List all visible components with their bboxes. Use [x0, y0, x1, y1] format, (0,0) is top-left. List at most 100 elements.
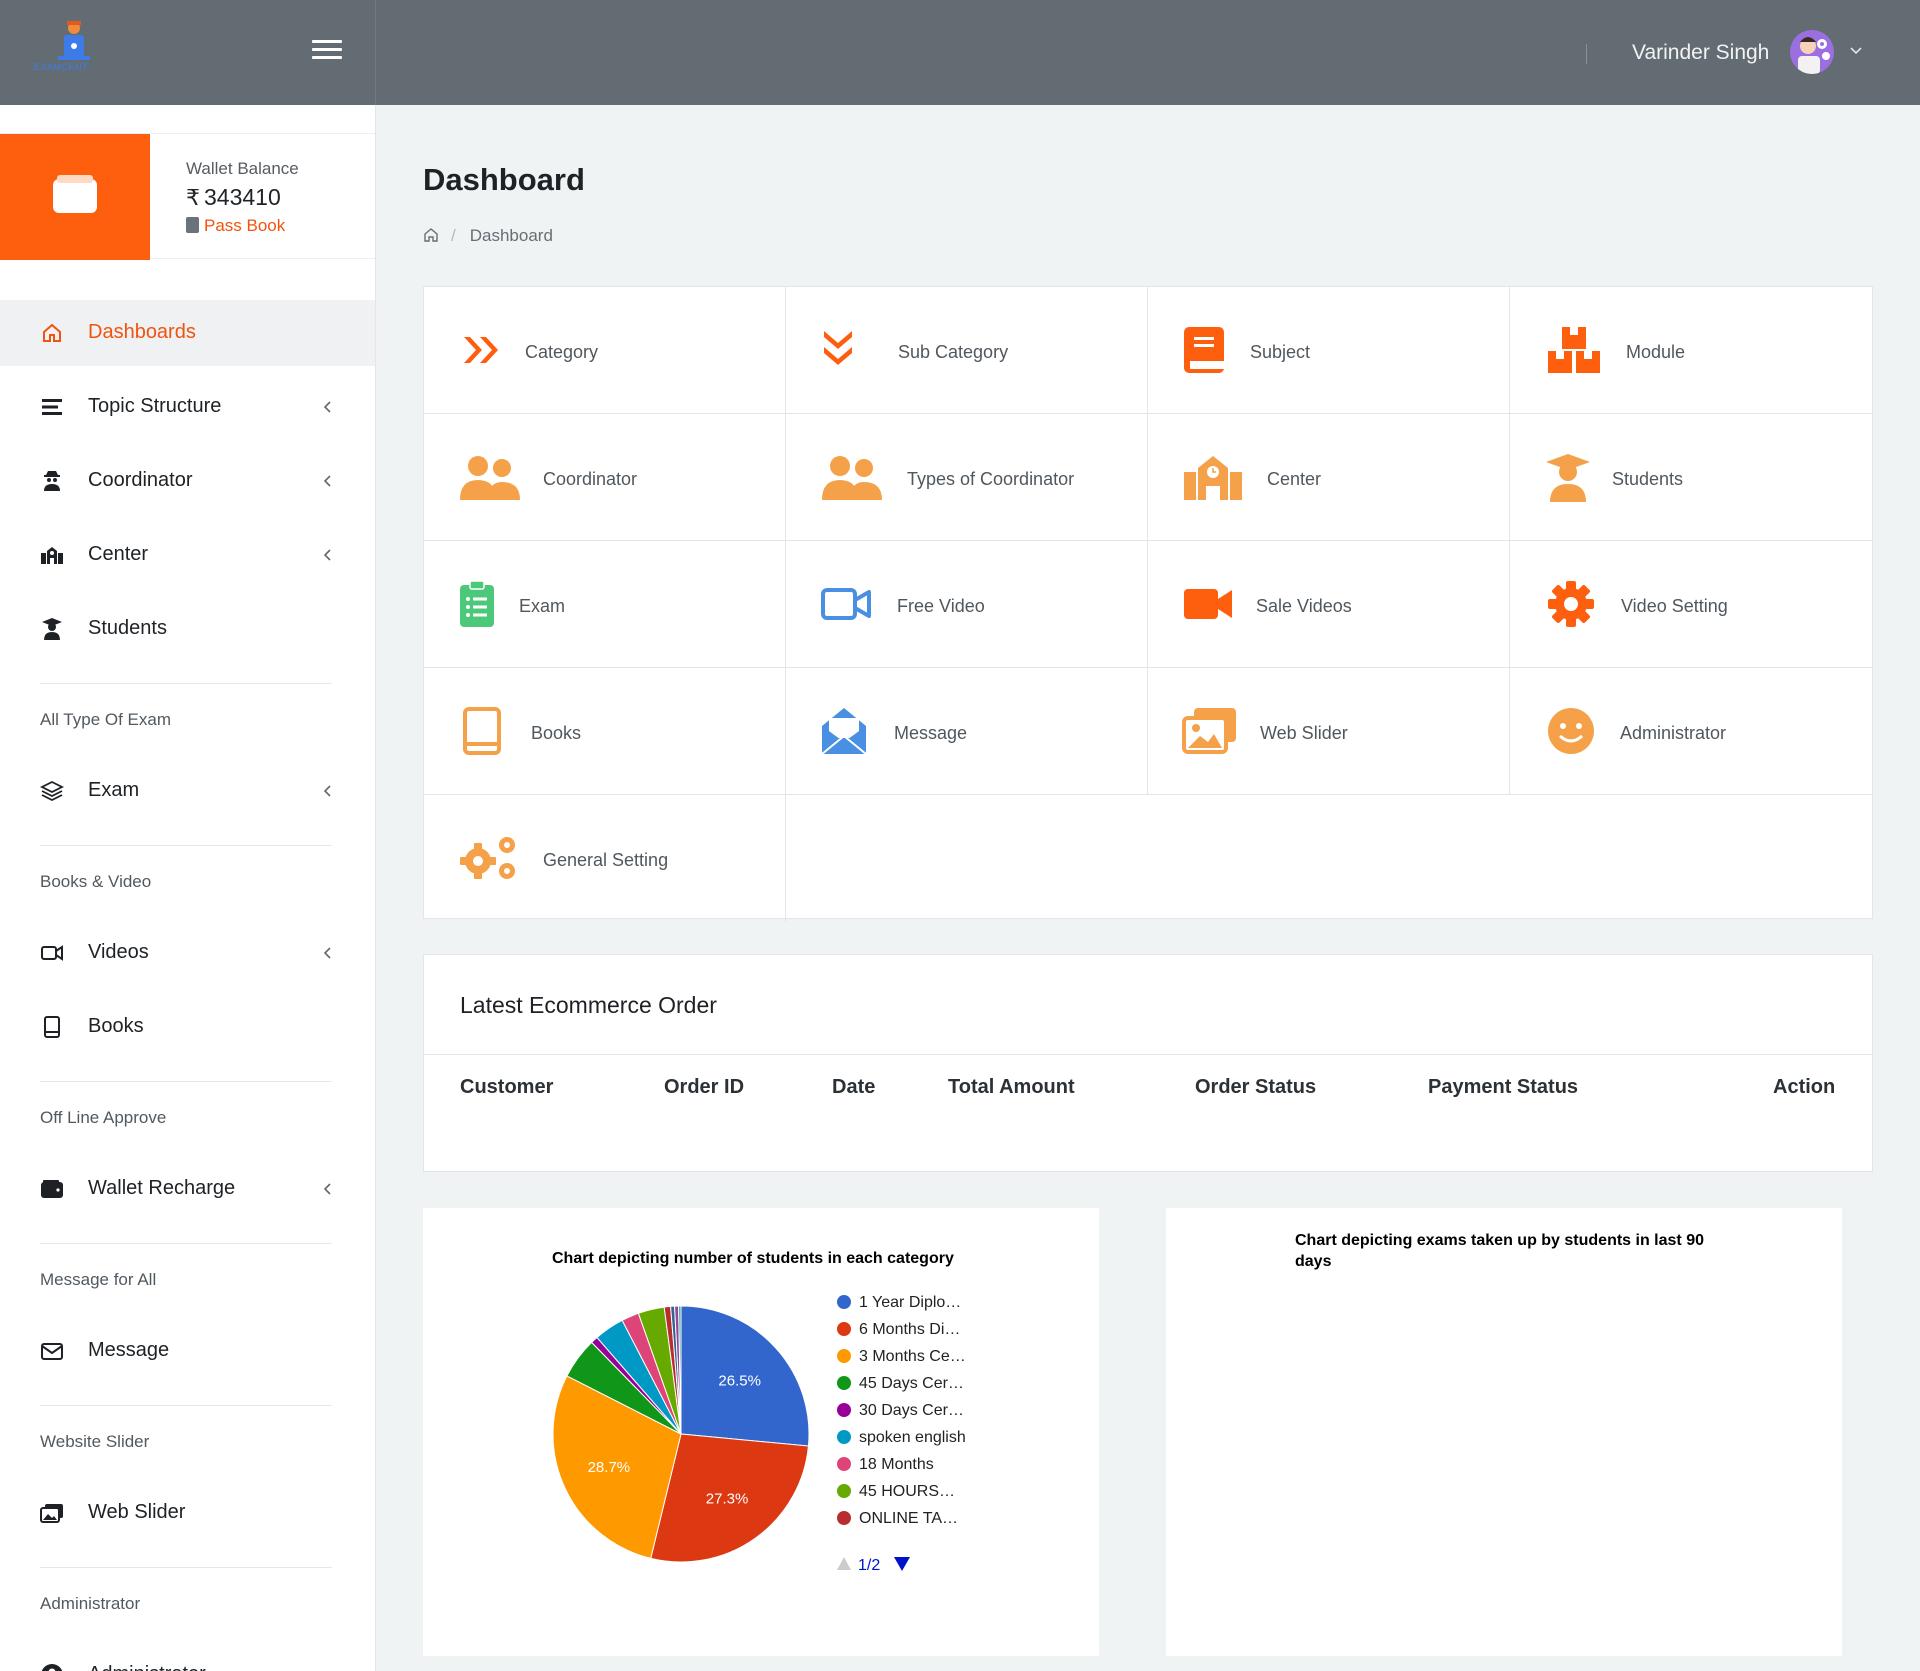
- breadcrumb-separator: /: [451, 226, 456, 245]
- envelope-open-icon: [821, 708, 867, 755]
- sidebar-divider: [40, 845, 332, 846]
- quick-links-grid: Category Sub Category Subject Module Coo…: [423, 286, 1873, 922]
- column-header-payment-status[interactable]: Payment Status: [1428, 1076, 1579, 1098]
- video-icon: [1184, 589, 1232, 619]
- sidebar-item-center[interactable]: Center: [0, 522, 375, 588]
- legend-label[interactable]: ONLINE TA…: [859, 1510, 958, 1527]
- menu-toggle-button[interactable]: [312, 40, 342, 64]
- chevron-left-icon: [323, 1183, 331, 1195]
- book-outline-icon: [463, 707, 501, 755]
- user-name[interactable]: Varinder Singh: [1632, 41, 1770, 64]
- wallet-balance-label: Wallet Balance: [186, 159, 299, 178]
- sidebar-item-web-slider[interactable]: Web Slider: [0, 1480, 375, 1546]
- sidebar-item-books[interactable]: Books: [0, 994, 375, 1060]
- home-icon: [43, 323, 61, 342]
- tile-label: Books: [531, 723, 582, 743]
- sidebar-item-label: Exam: [88, 779, 140, 801]
- legend-label[interactable]: 45 Days Cer…: [859, 1375, 964, 1392]
- chart-title: Chart depicting exams taken up by studen…: [1295, 1232, 1704, 1270]
- pie-slice[interactable]: [678, 1305, 682, 1435]
- legend-label[interactable]: spoken english: [859, 1429, 966, 1446]
- tile-video-setting[interactable]: Video Setting: [1510, 541, 1872, 668]
- column-header-customer[interactable]: Customer: [460, 1076, 554, 1098]
- sidebar-item-topic-structure[interactable]: Topic Structure: [0, 374, 375, 440]
- breadcrumb: / Dashboard: [423, 226, 553, 246]
- tile-free-video[interactable]: Free Video: [786, 541, 1148, 668]
- home-icon[interactable]: [423, 227, 439, 243]
- pie-slice-label: 28.7%: [588, 1459, 631, 1476]
- pie-slice[interactable]: [650, 1433, 809, 1563]
- logo-area: EXAMCENT: [0, 0, 376, 105]
- chevron-down-icon[interactable]: [1848, 42, 1864, 58]
- tile-subject[interactable]: Subject: [1148, 287, 1510, 414]
- sidebar-item-label: Videos: [88, 941, 149, 963]
- sidebar-item-label: Students: [88, 617, 167, 639]
- brand-logo[interactable]: [38, 18, 110, 76]
- legend-next-icon[interactable]: [894, 1557, 910, 1571]
- tile-module[interactable]: Module: [1510, 287, 1872, 414]
- legend-label[interactable]: 6 Months Di…: [859, 1321, 960, 1338]
- sidebar-item-wallet-recharge[interactable]: Wallet Recharge: [0, 1156, 375, 1222]
- passbook-link[interactable]: Pass Book: [186, 216, 285, 236]
- tile-students[interactable]: Students: [1510, 414, 1872, 541]
- legend-label[interactable]: 30 Days Cer…: [859, 1402, 964, 1419]
- school-icon: [41, 547, 63, 564]
- legend-swatch: [837, 1349, 851, 1363]
- column-header-date[interactable]: Date: [832, 1076, 876, 1098]
- tile-center[interactable]: Center: [1148, 414, 1510, 541]
- legend-swatch: [837, 1484, 851, 1498]
- tile-coordinator[interactable]: Coordinator: [424, 414, 786, 541]
- sidebar: Wallet Balance ₹343410 Pass Book Dashboa…: [0, 105, 376, 1671]
- tile-exam[interactable]: Exam: [424, 541, 786, 668]
- column-header-order-id[interactable]: Order ID: [664, 1076, 745, 1098]
- column-header-order-status[interactable]: Order Status: [1195, 1076, 1317, 1098]
- pie-slice[interactable]: [680, 1305, 810, 1447]
- tile-message[interactable]: Message: [786, 668, 1148, 795]
- gear-icon: [1548, 581, 1594, 627]
- pie-slice[interactable]: [552, 1375, 682, 1559]
- legend-prev-icon[interactable]: [837, 1557, 851, 1570]
- list-icon: [42, 399, 62, 415]
- user-avatar[interactable]: [1790, 30, 1834, 74]
- sidebar-item-students[interactable]: Students: [0, 596, 375, 662]
- sidebar-item-videos[interactable]: Videos: [0, 920, 375, 986]
- pie-slice-label: 26.5%: [718, 1373, 761, 1390]
- sidebar-item-administrator[interactable]: Administrator: [0, 1642, 375, 1671]
- tile-label: Coordinator: [543, 469, 638, 489]
- tile-administrator[interactable]: Administrator: [1510, 668, 1872, 795]
- chevron-left-icon: [323, 401, 331, 413]
- page-title: Dashboard: [423, 162, 585, 197]
- wallet-icon: [41, 1180, 63, 1198]
- passbook-icon: [186, 217, 199, 233]
- sidebar-item-exam[interactable]: Exam: [0, 758, 375, 824]
- legend-label[interactable]: 18 Months: [859, 1456, 934, 1473]
- tile-category[interactable]: Category: [424, 287, 786, 414]
- chart-title: Chart depicting number of students in ea…: [552, 1250, 954, 1267]
- video-icon: [41, 945, 63, 961]
- tile-web-slider[interactable]: Web Slider: [1148, 668, 1510, 795]
- tile-general-setting[interactable]: General Setting: [424, 795, 786, 922]
- tile-sub-category[interactable]: Sub Category: [786, 287, 1148, 414]
- graduate-icon: [42, 618, 62, 640]
- sidebar-item-label: Administrator: [88, 1663, 206, 1671]
- sidebar-item-label: Message: [88, 1339, 170, 1361]
- legend-label[interactable]: 1 Year Diplo…: [859, 1294, 961, 1311]
- legend-label[interactable]: 45 HOURS…: [859, 1483, 955, 1500]
- column-header-action[interactable]: Action: [1773, 1076, 1836, 1098]
- tile-label: Students: [1612, 469, 1684, 489]
- legend-label[interactable]: 3 Months Ce…: [859, 1348, 966, 1365]
- tile-label: Module: [1626, 342, 1686, 362]
- students-per-category-chart: Chart depicting number of students in ea…: [423, 1208, 1099, 1656]
- chevron-left-icon: [323, 549, 331, 561]
- column-header-total-amount[interactable]: Total Amount: [948, 1076, 1075, 1098]
- tile-sale-videos[interactable]: Sale Videos: [1148, 541, 1510, 668]
- tile-types-of-coordinator[interactable]: Types of Coordinator: [786, 414, 1148, 541]
- topbar-divider: [1586, 44, 1587, 64]
- tile-label: Category: [525, 342, 599, 362]
- sidebar-item-coordinator[interactable]: Coordinator: [0, 448, 375, 514]
- tile-books[interactable]: Books: [424, 668, 786, 795]
- sidebar-item-dashboards[interactable]: Dashboards: [0, 300, 375, 366]
- legend-page-indicator: 1/2: [858, 1557, 880, 1574]
- sidebar-item-message[interactable]: Message: [0, 1318, 375, 1384]
- tile-label: Sub Category: [898, 342, 1009, 362]
